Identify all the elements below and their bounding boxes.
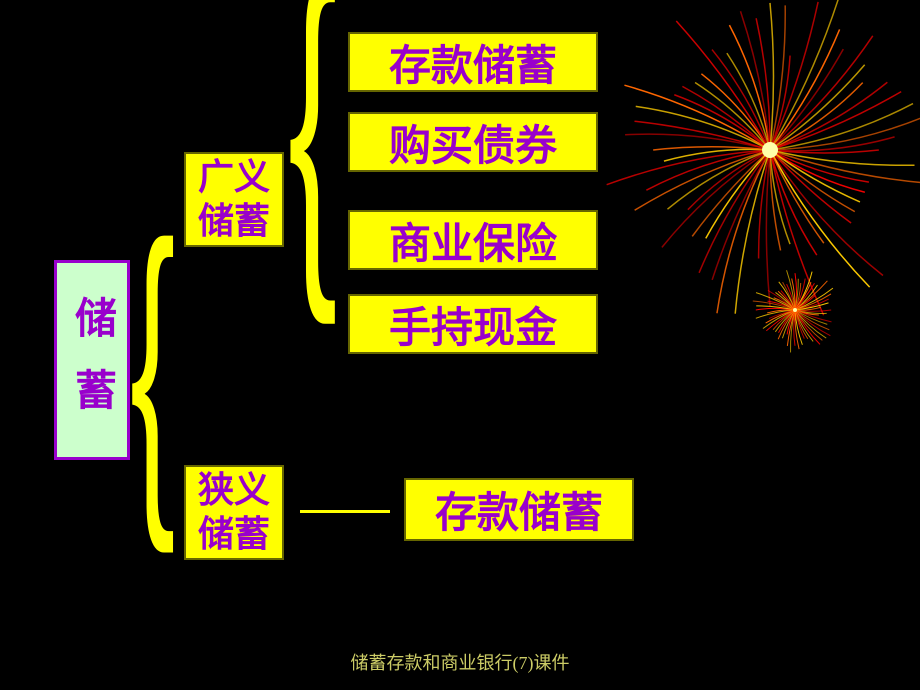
leaf-deposit-label: 存款储蓄 — [389, 32, 557, 93]
leaf-insurance-label: 商业保险 — [389, 210, 557, 271]
brace-root: { — [130, 180, 175, 550]
node-root: 储蓄 — [54, 260, 130, 460]
line-narrow — [300, 510, 390, 513]
node-narrow: 狭义 储蓄 — [184, 465, 284, 560]
slide-footer: 储蓄存款和商业银行(7)课件 — [0, 649, 920, 675]
node-broad-line2: 储蓄 — [198, 200, 270, 243]
node-broad-line1: 广义 — [198, 156, 270, 199]
leaf-cash: 手持现金 — [348, 294, 598, 354]
node-root-label: 储蓄 — [62, 296, 123, 440]
firework-small — [745, 260, 845, 360]
leaf-deposit: 存款储蓄 — [348, 32, 598, 92]
leaf-cash-label: 手持现金 — [389, 294, 557, 355]
leaf-deposit-narrow: 存款储蓄 — [404, 478, 634, 541]
leaf-bonds-label: 购买债券 — [389, 112, 557, 173]
slide-footer-text: 储蓄存款和商业银行(7)课件 — [351, 653, 570, 673]
leaf-deposit-narrow-label: 存款储蓄 — [435, 479, 603, 540]
brace-broad: { — [288, 0, 337, 320]
node-broad: 广义 储蓄 — [184, 152, 284, 247]
leaf-insurance: 商业保险 — [348, 210, 598, 270]
node-narrow-line1: 狭义 — [198, 469, 270, 512]
leaf-bonds: 购买债券 — [348, 112, 598, 172]
node-narrow-line2: 储蓄 — [198, 513, 270, 556]
